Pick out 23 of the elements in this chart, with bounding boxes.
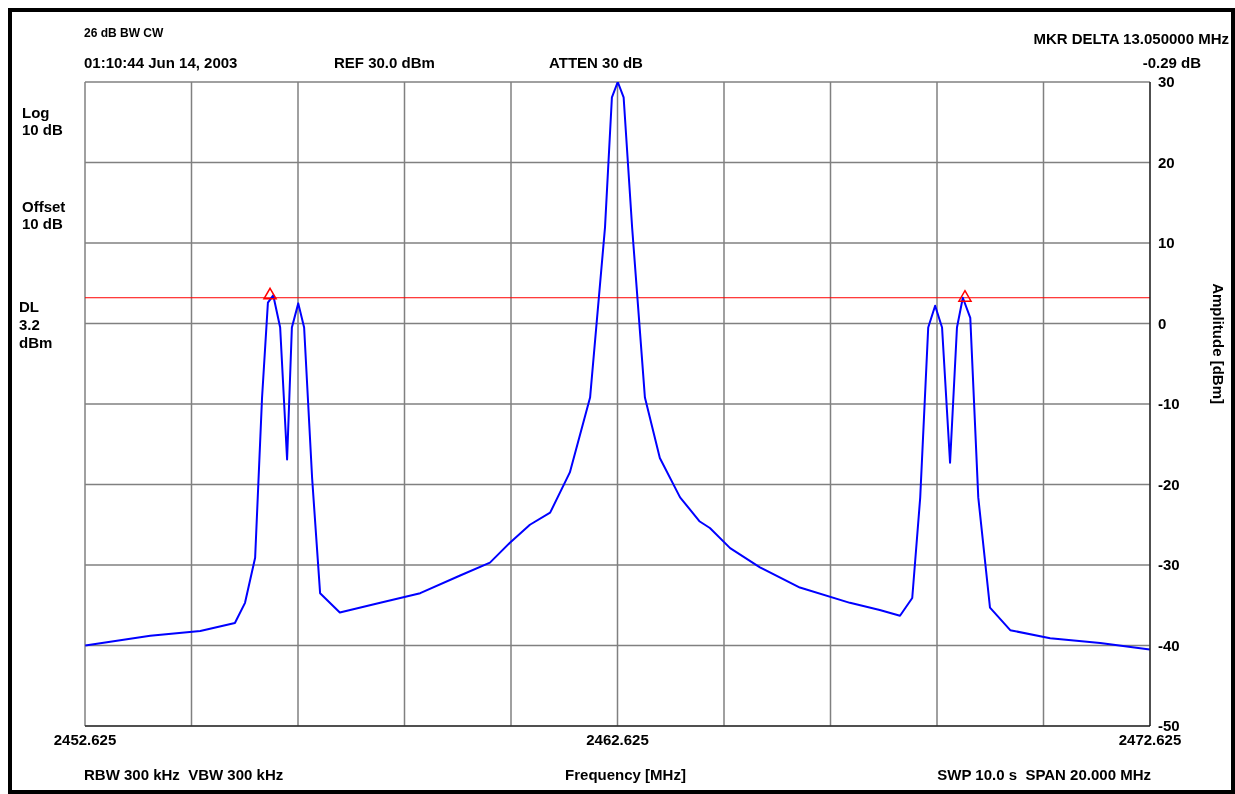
- y-tick-label: 10: [1158, 234, 1175, 252]
- text: Offset 10 dB: [22, 198, 66, 232]
- text: -0.29 dB: [1142, 54, 1201, 71]
- text: 01:10:44 Jun 14, 2003: [84, 54, 238, 71]
- text: SWP 10.0 s SPAN 20.000 MHz: [937, 766, 1151, 783]
- text: 26 dB BW CW: [84, 26, 164, 40]
- x-axis-title: Frequency [MHz]: [565, 766, 686, 783]
- text: ATTEN 30 dB: [549, 54, 643, 71]
- y-tick-label: 0: [1158, 314, 1167, 332]
- text: RBW 300 kHz VBW 300 kHz: [84, 766, 284, 783]
- x-tick-label: 2452.625: [53, 730, 117, 748]
- y-axis-title: Amplitude [dBm]: [1209, 283, 1227, 404]
- y-tick-label: -10: [1158, 395, 1180, 413]
- text: MKR DELTA 13.050000 MHz: [1033, 30, 1229, 47]
- y-tick-label: -30: [1158, 556, 1180, 574]
- y-tick-label: -20: [1158, 475, 1180, 493]
- text: REF 30.0 dBm: [334, 54, 435, 71]
- y-tick-label: 30: [1158, 73, 1175, 91]
- text: Log 10 dB: [22, 104, 63, 138]
- y-tick-label: 20: [1158, 153, 1175, 171]
- y-tick-label: -40: [1158, 636, 1180, 654]
- ref-line-label: DL 3.2 dBm: [19, 297, 53, 351]
- x-tick-label: 2462.625: [586, 730, 649, 748]
